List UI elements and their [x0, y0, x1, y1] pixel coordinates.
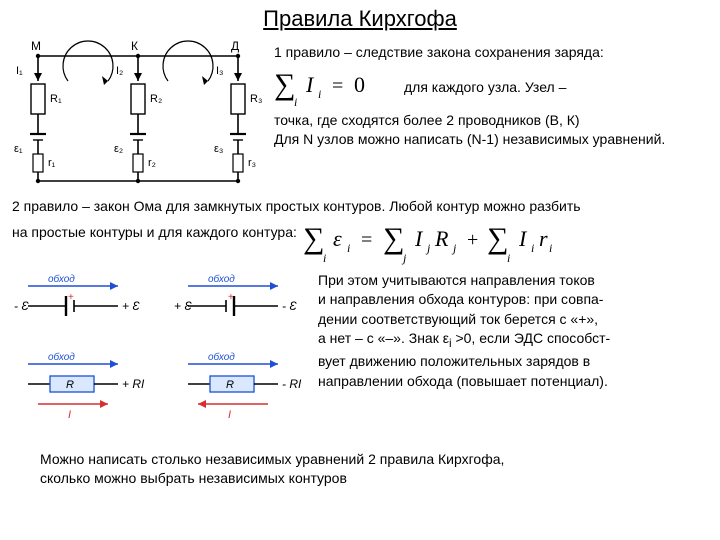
svg-text:- Ɛ: - Ɛ	[282, 299, 297, 313]
svg-text:- Ɛ: - Ɛ	[14, 299, 29, 313]
svg-text:I: I	[228, 409, 231, 421]
page-title: Правила Кирхгофа	[0, 0, 720, 32]
svg-text:R: R	[226, 379, 234, 391]
r1-label: r₁	[48, 157, 56, 169]
explain-l3: дении соответствующий ток берется с «+»,	[318, 311, 710, 329]
main-circuit-diagram: М К Д I₁ R₁ ε₁ r₁ I₂ R₂ ε₂ r₂	[8, 36, 268, 196]
svg-text:обход: обход	[48, 351, 75, 363]
svg-text:+ Ɛ: + Ɛ	[122, 299, 140, 313]
current-I2: I₂	[116, 65, 123, 77]
svg-text:+: +	[68, 292, 74, 303]
rule2-line2: на простые контуры и для каждого контура…	[12, 220, 297, 242]
svg-text:обход: обход	[208, 273, 235, 285]
svg-text:R: R	[434, 226, 449, 251]
explain-l1: При этом учитываются направления токов	[318, 272, 710, 290]
node-D: Д	[231, 39, 239, 53]
emf-e1: ε₁	[14, 143, 23, 155]
svg-text:r: r	[539, 226, 548, 251]
explain-l2: и направления обхода контуров: при совпа…	[318, 291, 710, 309]
explain-l5: вует движению положительных зарядов в	[318, 353, 710, 371]
svg-text:∑: ∑	[383, 222, 404, 255]
svg-text:I: I	[414, 226, 424, 251]
svg-text:обход: обход	[48, 273, 75, 285]
svg-text:ε: ε	[333, 226, 342, 251]
equation-sum-emf-IR: ∑ i ε i = ∑ j I j R j + ∑ i I i r i	[303, 218, 603, 266]
svg-text:+ RI: + RI	[122, 377, 145, 391]
current-I1: I₁	[16, 65, 23, 77]
svg-text:i: i	[323, 251, 326, 265]
rule1-line1: 1 правило – следствие закона сохранения …	[274, 44, 710, 62]
svg-text:i: i	[549, 241, 552, 255]
svg-text:i: i	[294, 95, 297, 108]
node-M: М	[31, 39, 41, 53]
rule1-line3: Для N узлов можно написать (N-1) независ…	[274, 131, 710, 149]
svg-text:=: =	[332, 75, 343, 97]
sign-convention-diagrams: обход - Ɛ + + Ɛ обход +	[8, 270, 318, 440]
svg-text:i: i	[507, 251, 510, 265]
emf-e2: ε₂	[114, 143, 123, 155]
svg-text:R: R	[66, 379, 74, 391]
svg-text:I: I	[305, 72, 315, 97]
svg-text:- RI: - RI	[282, 377, 302, 391]
bottom-l1: Можно написать столько независимых уравн…	[40, 451, 702, 469]
r2-label: r₂	[148, 157, 156, 169]
svg-text:∑: ∑	[303, 222, 324, 255]
rule1-eq-after: для каждого узла. Узел –	[404, 79, 566, 95]
svg-text:0: 0	[354, 72, 365, 97]
svg-text:i: i	[347, 241, 350, 255]
equation-sum-I-zero: ∑ i I i = 0	[274, 66, 394, 108]
svg-text:I: I	[518, 226, 528, 251]
resistor-R2: R₂	[150, 93, 162, 105]
svg-text:j: j	[451, 241, 457, 255]
bottom-l2: сколько можно выбрать независимых контур…	[40, 470, 702, 488]
svg-text:+ Ɛ: + Ɛ	[174, 299, 192, 313]
svg-text:i: i	[531, 241, 534, 255]
svg-text:=: =	[361, 229, 372, 251]
svg-text:∑: ∑	[274, 68, 295, 101]
r3-label: r₃	[248, 157, 256, 169]
current-I3: I₃	[216, 65, 224, 77]
emf-e3: ε₃	[214, 143, 223, 155]
resistor-R1: R₁	[50, 93, 62, 105]
explain-l6: направлении обхода (повышает потенциал).	[318, 373, 710, 391]
node-K: К	[131, 39, 138, 53]
svg-text:I: I	[68, 409, 71, 421]
svg-text:i: i	[318, 87, 321, 101]
rule1-line2: точка, где сходятся более 2 проводников …	[274, 112, 710, 130]
resistor-R3: R₃	[250, 93, 262, 105]
svg-text:j: j	[425, 241, 431, 255]
svg-text:+: +	[228, 292, 234, 303]
svg-text:+: +	[467, 229, 478, 251]
svg-text:∑: ∑	[487, 222, 508, 255]
svg-text:обход: обход	[208, 351, 235, 363]
explain-l4: а нет – с «–». Знак εi >0, если ЭДС спос…	[318, 330, 710, 351]
rule2-line1: 2 правило – закон Ома для замкнутых прос…	[12, 198, 708, 216]
